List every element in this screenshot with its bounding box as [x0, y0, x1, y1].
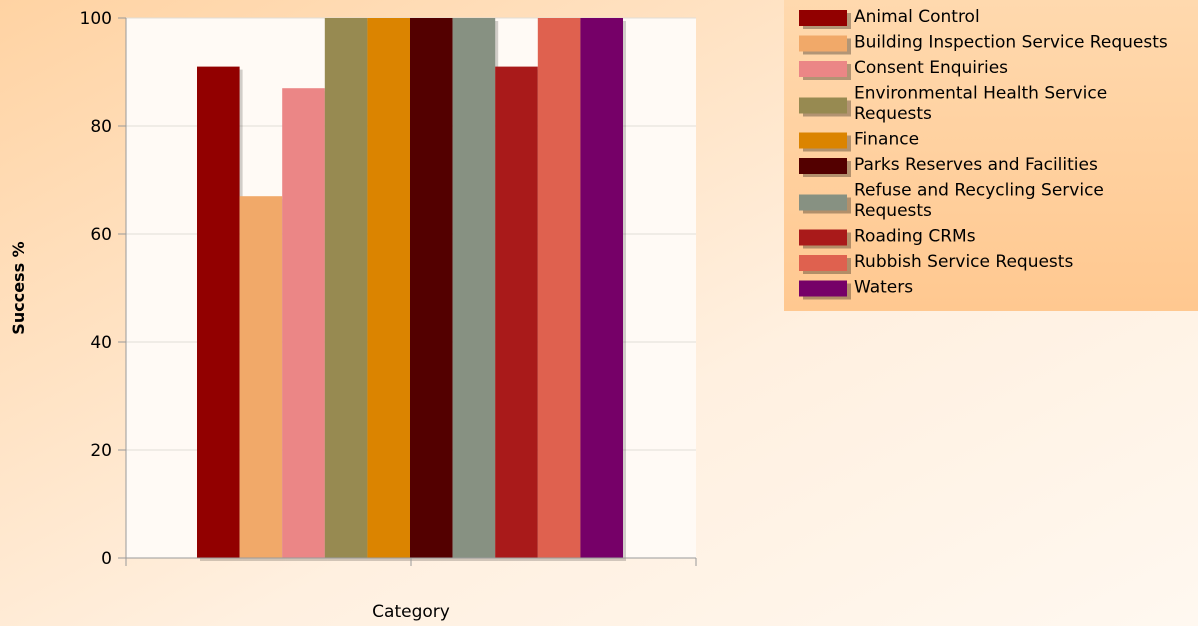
legend-label: Waters — [854, 278, 913, 298]
legend-swatch — [799, 97, 847, 114]
legend-swatch — [799, 229, 847, 246]
y-tick-label: 80 — [90, 117, 112, 137]
bar-consent-enquiries — [282, 88, 325, 558]
y-tick-label: 0 — [101, 549, 112, 569]
axes — [125, 18, 697, 566]
y-tick-label: 100 — [80, 9, 112, 29]
legend-label-line: Refuse and Recycling Service — [854, 181, 1104, 201]
bar-animal-control — [197, 66, 240, 558]
bar-parks-reserves-and-facilities — [410, 18, 453, 558]
bars-group — [197, 18, 626, 561]
bar-rubbish-service-requests — [537, 18, 581, 558]
legend-label: Refuse and Recycling Service Requests — [854, 181, 1104, 222]
y-tick-label: 20 — [90, 441, 112, 461]
legend-swatch — [799, 132, 847, 149]
legend-label-line: Rubbish Service Requests — [854, 252, 1073, 272]
legend-label: Building Inspection Service Requests — [854, 33, 1168, 53]
bar-building-inspection-service-requests — [239, 196, 283, 558]
bar-refuse-and-recycling-service-requests — [452, 18, 496, 558]
legend-label-line: Environmental Health Service — [854, 84, 1107, 104]
legend-label-line: Building Inspection Service Requests — [854, 33, 1168, 53]
legend-label-line: Parks Reserves and Facilities — [854, 155, 1098, 175]
legend-swatch — [799, 61, 847, 77]
legend-label: Animal Control — [854, 7, 980, 27]
legend-label: Parks Reserves and Facilities — [854, 155, 1098, 175]
legend-label-line: Consent Enquiries — [854, 58, 1008, 78]
legend-label-line: Waters — [854, 278, 913, 298]
x-axis-title: Category — [372, 602, 450, 622]
bar-finance — [367, 18, 410, 558]
legend-label: Environmental Health Service Requests — [854, 84, 1107, 125]
legend-swatch — [799, 158, 847, 174]
y-tick-labels: 0 20 40 60 80 100 — [80, 9, 112, 569]
y-tick-label: 60 — [90, 225, 112, 245]
legend-swatch — [799, 255, 847, 271]
legend-label-line: Requests — [854, 104, 932, 124]
legend-background — [784, 0, 1198, 311]
legend-label-line: Requests — [854, 201, 932, 221]
legend-swatch — [799, 35, 847, 52]
legend-label: Finance — [854, 130, 919, 150]
legend-label-line: Animal Control — [854, 7, 980, 27]
bar-environmental-health-service-requests — [324, 18, 368, 558]
legend-swatch — [799, 10, 847, 26]
legend-label-line: Finance — [854, 130, 919, 150]
legend-swatch — [799, 280, 847, 297]
legend-label: Consent Enquiries — [854, 58, 1008, 78]
legend-label: Roading CRMs — [854, 227, 976, 247]
y-axis-title: Success % — [9, 241, 28, 334]
bar-waters — [580, 18, 623, 558]
legend-label-line: Roading CRMs — [854, 227, 976, 247]
legend-swatch — [799, 194, 847, 211]
bar-roading-crms — [495, 66, 538, 558]
y-tick-label: 40 — [90, 333, 112, 353]
legend: Animal Control Building Inspection Servic… — [799, 7, 1168, 300]
legend-label: Rubbish Service Requests — [854, 252, 1073, 272]
